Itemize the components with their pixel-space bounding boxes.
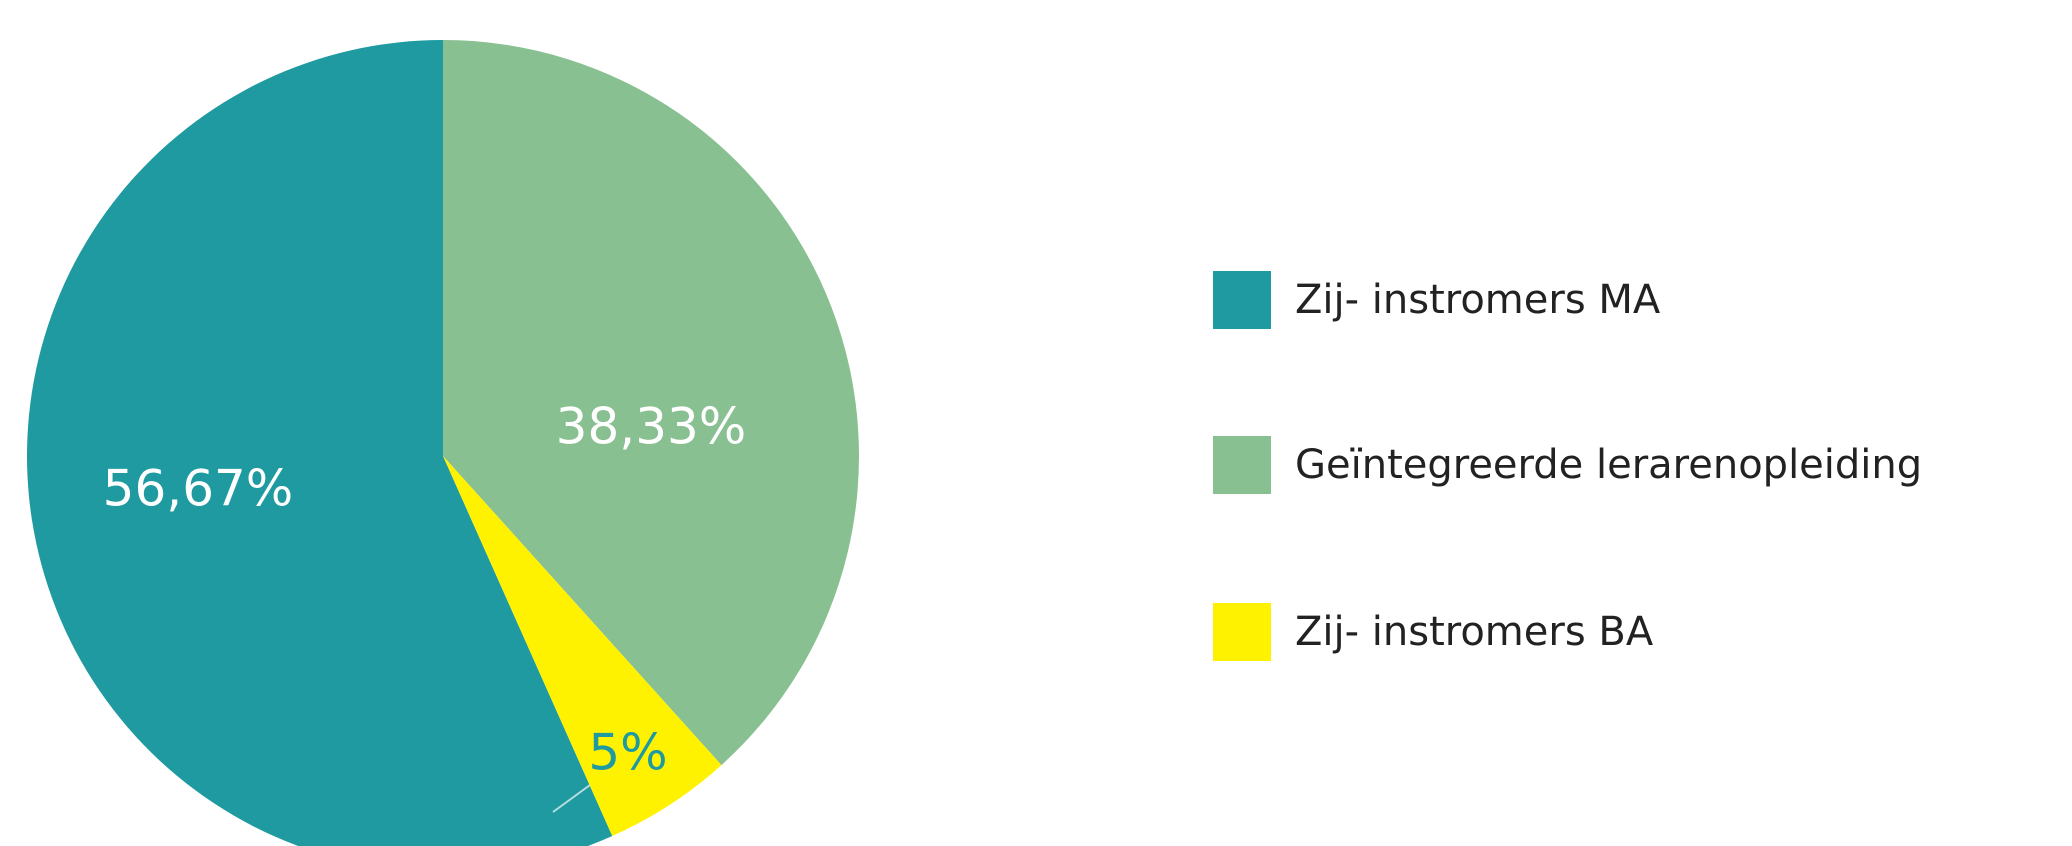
legend-label: Geïntegreerde lerarenopleiding bbox=[1295, 442, 1922, 488]
data-label: 38,33% bbox=[556, 398, 747, 456]
legend-label: Zij- instromers MA bbox=[1295, 277, 1661, 323]
data-label: 56,67% bbox=[103, 460, 294, 518]
data-label: 5% bbox=[588, 724, 667, 782]
pie-slice bbox=[27, 40, 613, 846]
legend-swatch bbox=[1213, 271, 1271, 329]
legend-label: Zij- instromers BA bbox=[1295, 609, 1654, 655]
legend-swatch bbox=[1213, 436, 1271, 494]
legend: Zij- instromers MA Geïntegreerde lerareno… bbox=[1213, 271, 1922, 661]
pie-slice bbox=[443, 456, 722, 836]
leader-line bbox=[552, 784, 591, 813]
legend-swatch bbox=[1213, 603, 1271, 661]
pie: 56,67% 38,33% 5% bbox=[27, 40, 860, 846]
pie-slice bbox=[443, 40, 860, 766]
